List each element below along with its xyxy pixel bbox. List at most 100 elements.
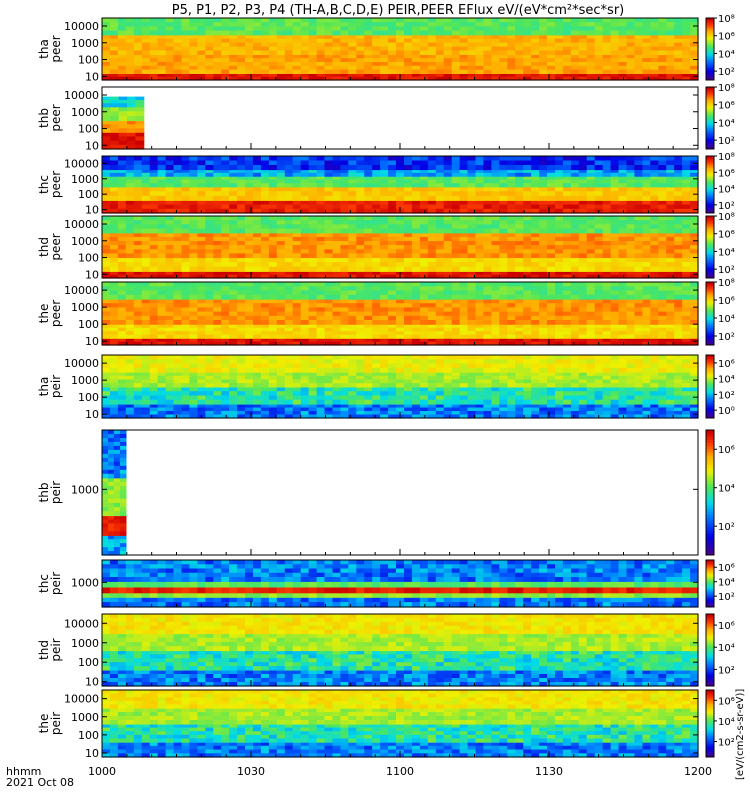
flux-cell (340, 26, 349, 32)
flux-cell (499, 334, 508, 339)
flux-cell (690, 249, 699, 254)
flux-cell (316, 176, 326, 181)
flux-cell (205, 18, 214, 23)
flux-cell (268, 274, 278, 279)
flux-cell (594, 46, 604, 52)
flux-cell (547, 191, 556, 197)
flux-cell (547, 50, 556, 55)
flux-cell (332, 315, 341, 321)
flux-cell (213, 341, 222, 346)
flux-cell (642, 224, 651, 230)
flux-cell (268, 176, 278, 181)
flux-cell (245, 165, 254, 171)
flux-cell (125, 334, 135, 339)
flux-cell (451, 220, 461, 225)
flux-cell (459, 200, 469, 206)
flux-cell (634, 200, 643, 206)
flux-cell (197, 327, 206, 332)
flux-cell (531, 331, 540, 336)
flux-cell (189, 34, 198, 40)
flux-cell (483, 303, 492, 308)
flux-cell (578, 290, 588, 296)
flux-cell (324, 165, 333, 171)
flux-cell (610, 65, 620, 71)
flux-cell (102, 42, 111, 48)
colorbar-step (706, 136, 714, 139)
flux-cell (666, 22, 675, 27)
flux-cell (531, 156, 540, 162)
flux-cell (666, 338, 675, 343)
flux-cell (491, 46, 500, 52)
flux-cell (260, 253, 270, 259)
flux-cell (586, 38, 596, 44)
flux-cell (411, 186, 421, 192)
flux-cell (268, 169, 278, 174)
flux-cell (578, 42, 588, 48)
flux-cell (356, 228, 365, 234)
flux-cell (292, 62, 302, 67)
flux-cell (650, 315, 659, 321)
flux-cell (213, 200, 222, 206)
flux-cell (284, 216, 294, 221)
flux-cell (459, 274, 469, 279)
flux-cell (531, 172, 540, 177)
flux-cell (149, 307, 159, 313)
flux-cell (340, 341, 349, 346)
flux-cell (213, 50, 222, 55)
flux-cell (539, 245, 548, 250)
colorbar-step (706, 198, 714, 201)
flux-cell (165, 220, 175, 225)
flux-cell (555, 249, 564, 254)
flux-cell (189, 341, 198, 346)
flux-cell (682, 73, 691, 78)
flux-cell (483, 165, 492, 171)
flux-cell (340, 179, 349, 184)
flux-cell (245, 179, 254, 184)
flux-cell (634, 299, 643, 304)
flux-cell (102, 165, 111, 171)
flux-cell (340, 307, 349, 313)
flux-cell (117, 324, 127, 329)
flux-cell (396, 165, 405, 171)
flux-cell (173, 22, 182, 27)
flux-cell (419, 334, 429, 339)
flux-cell (618, 165, 627, 171)
flux-cell (547, 282, 556, 287)
flux-cell (562, 38, 572, 44)
flux-cell (221, 156, 230, 162)
flux-cell (165, 38, 175, 44)
flux-cell (165, 179, 175, 184)
flux-cell (578, 338, 588, 343)
flux-cell (547, 257, 556, 263)
flux-cell (245, 169, 254, 174)
flux-cell (276, 165, 286, 171)
flux-cell (102, 120, 111, 125)
flux-cell (340, 183, 349, 188)
flux-cell (372, 176, 381, 181)
flux-cell (157, 320, 167, 325)
flux-cell (451, 156, 461, 162)
flux-cell (348, 274, 357, 279)
flux-cell (467, 18, 476, 23)
flux-cell (308, 253, 318, 259)
flux-cell (165, 286, 175, 292)
flux-cell (340, 69, 349, 74)
flux-cell (253, 236, 262, 242)
flux-cell (157, 245, 167, 250)
flux-cell (372, 46, 381, 52)
flux-cell (173, 236, 182, 242)
colorbar-step (706, 41, 714, 44)
flux-cell (102, 341, 111, 346)
flux-cell (340, 186, 349, 192)
flux-cell (618, 228, 627, 234)
flux-cell (253, 334, 262, 339)
flux-cell (260, 204, 270, 210)
flux-cell (523, 307, 532, 313)
flux-cell (356, 245, 365, 250)
flux-cell (141, 299, 151, 304)
flux-cell (682, 257, 691, 263)
flux-cell (300, 34, 310, 40)
flux-cell (276, 220, 286, 225)
flux-cell (221, 290, 230, 296)
flux-cell (690, 257, 699, 263)
